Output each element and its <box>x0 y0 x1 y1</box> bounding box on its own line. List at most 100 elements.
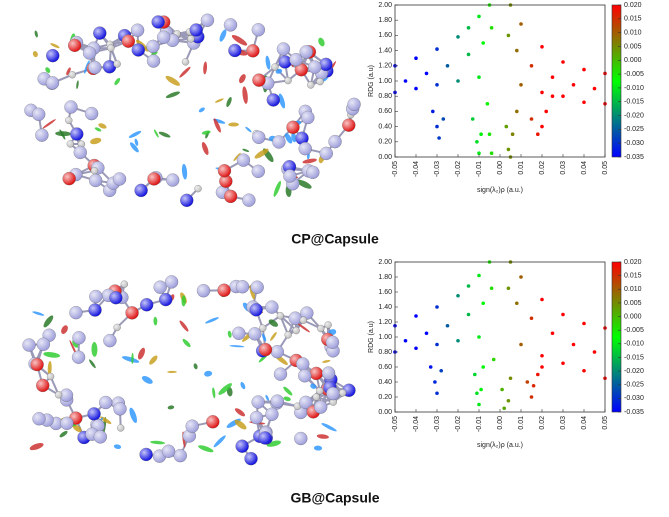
atom-highlight <box>325 321 332 328</box>
data-point <box>446 324 450 328</box>
atom-highlight <box>140 298 153 311</box>
atom-highlight <box>94 430 107 443</box>
data-point <box>582 68 586 72</box>
interaction-isosurface <box>165 90 180 99</box>
data-point <box>582 322 586 326</box>
y-tick-label: 1.20 <box>378 63 392 70</box>
data-point <box>532 384 536 388</box>
atom-highlight <box>113 402 126 415</box>
atom-highlight <box>180 194 193 207</box>
atom-highlight <box>32 108 45 121</box>
interaction-isosurface <box>317 434 330 440</box>
data-point <box>425 72 429 76</box>
atom-highlight <box>290 53 303 66</box>
data-point <box>471 117 475 121</box>
interaction-isosurface <box>269 331 278 341</box>
data-point <box>435 343 439 347</box>
data-point <box>404 79 408 83</box>
atom-highlight <box>109 291 122 304</box>
data-point <box>477 75 481 79</box>
y-tick-label: 0.80 <box>378 349 392 356</box>
atom-highlight <box>23 339 36 352</box>
interaction-isosurface <box>215 98 225 104</box>
atom-highlight <box>174 449 187 462</box>
colorbar-tick-label: -0.020 <box>624 368 644 375</box>
data-point <box>515 49 519 53</box>
colorbar-tick-label: -0.025 <box>624 126 644 133</box>
data-point <box>519 275 523 279</box>
interaction-isosurface <box>76 80 79 89</box>
interaction-isosurface <box>245 126 253 133</box>
data-point <box>479 388 483 392</box>
interaction-isosurface <box>141 374 154 385</box>
atom-highlight <box>258 431 271 444</box>
colorbar-tick-label: -0.010 <box>624 341 644 348</box>
data-point <box>540 45 544 49</box>
atom-highlight <box>310 367 323 380</box>
interaction-isosurface <box>317 37 326 48</box>
interaction-isosurface <box>32 50 39 57</box>
atom-highlight <box>272 135 285 148</box>
data-point <box>505 125 509 129</box>
atom-highlight <box>65 117 72 124</box>
interaction-isosurface <box>60 324 70 335</box>
atom-highlight <box>301 111 314 124</box>
y-tick-label: 0.00 <box>378 154 392 161</box>
y-tick-label: 1.00 <box>378 334 392 341</box>
interaction-isosurface <box>43 351 60 359</box>
colorbar-tick-label: -0.015 <box>624 354 644 361</box>
data-point <box>477 274 481 278</box>
atom-highlight <box>69 71 76 78</box>
atom-highlight <box>224 190 237 203</box>
atom-highlight <box>46 49 59 62</box>
atom-highlight <box>146 40 159 53</box>
atom-highlight <box>236 440 249 453</box>
data-point <box>481 365 485 369</box>
data-point <box>414 346 418 350</box>
interaction-isosurface <box>59 430 69 439</box>
x-tick-label: 0.01 <box>518 416 525 430</box>
colorbar-tick-label: -0.010 <box>624 85 644 92</box>
atom-highlight <box>122 35 135 48</box>
data-point <box>475 140 479 144</box>
data-point <box>490 151 494 155</box>
atom-highlight <box>306 166 319 179</box>
data-point <box>540 365 544 369</box>
data-point <box>477 15 481 19</box>
data-point <box>488 132 492 136</box>
atom-highlight <box>46 76 59 89</box>
atom-highlight <box>47 373 54 380</box>
interaction-isosurface <box>228 122 239 126</box>
atom-highlight <box>313 394 320 401</box>
data-point <box>544 110 548 114</box>
data-point <box>519 343 523 347</box>
data-point <box>414 87 418 91</box>
data-point <box>540 125 544 129</box>
atom-highlight <box>121 281 128 288</box>
x-tick-label: 0.01 <box>518 161 525 175</box>
data-point <box>437 136 441 140</box>
data-point <box>519 22 523 26</box>
atom-highlight <box>242 194 255 207</box>
interaction-isosurface <box>272 180 282 197</box>
atom-highlight <box>259 325 266 332</box>
data-point <box>507 399 511 403</box>
atom-highlight <box>348 98 361 111</box>
data-point <box>530 64 534 68</box>
data-point <box>515 110 519 114</box>
y-tick-label: 0.80 <box>378 93 392 100</box>
colorbar-tick-label: -0.025 <box>624 382 644 389</box>
colorbar-tick-label: 0.015 <box>624 16 642 23</box>
atom-highlight <box>159 293 172 306</box>
atom-highlight <box>186 420 199 433</box>
y-tick-label: 1.40 <box>378 304 392 311</box>
x-tick-label: 0.00 <box>497 161 504 175</box>
atom-highlight <box>236 280 249 293</box>
data-point <box>481 41 485 45</box>
interaction-isosurface <box>113 77 121 86</box>
atom-highlight <box>201 14 214 27</box>
interaction-isosurface <box>302 158 317 165</box>
atom-highlight <box>316 387 323 394</box>
data-point <box>526 380 530 384</box>
